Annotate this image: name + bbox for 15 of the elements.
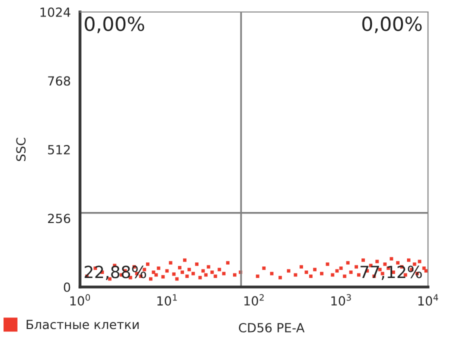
y-tick-label: 768 [48,76,70,86]
x-tick-label: 10$^{4}$ [418,294,438,306]
legend-label: Бластные клетки [26,320,139,330]
x-axis-title: CD56 PE-A [238,322,305,332]
x-tick-label: 10$^{3}$ [331,294,351,306]
x-tick-label: 10$^{0}$ [70,294,90,306]
x-tick-label: 10$^{2}$ [244,294,264,306]
y-tick-label: 512 [48,144,70,154]
y-axis-title: SSC [16,138,26,161]
y-tick-label: 1024 [40,7,70,17]
annotation: 0,00% [84,16,144,34]
y-tick-label: 0 [64,282,70,292]
x-tick-label: 10$^{1}$ [157,294,177,306]
y-tick-label: 256 [48,214,70,224]
annotation: 0,00% [362,16,422,34]
